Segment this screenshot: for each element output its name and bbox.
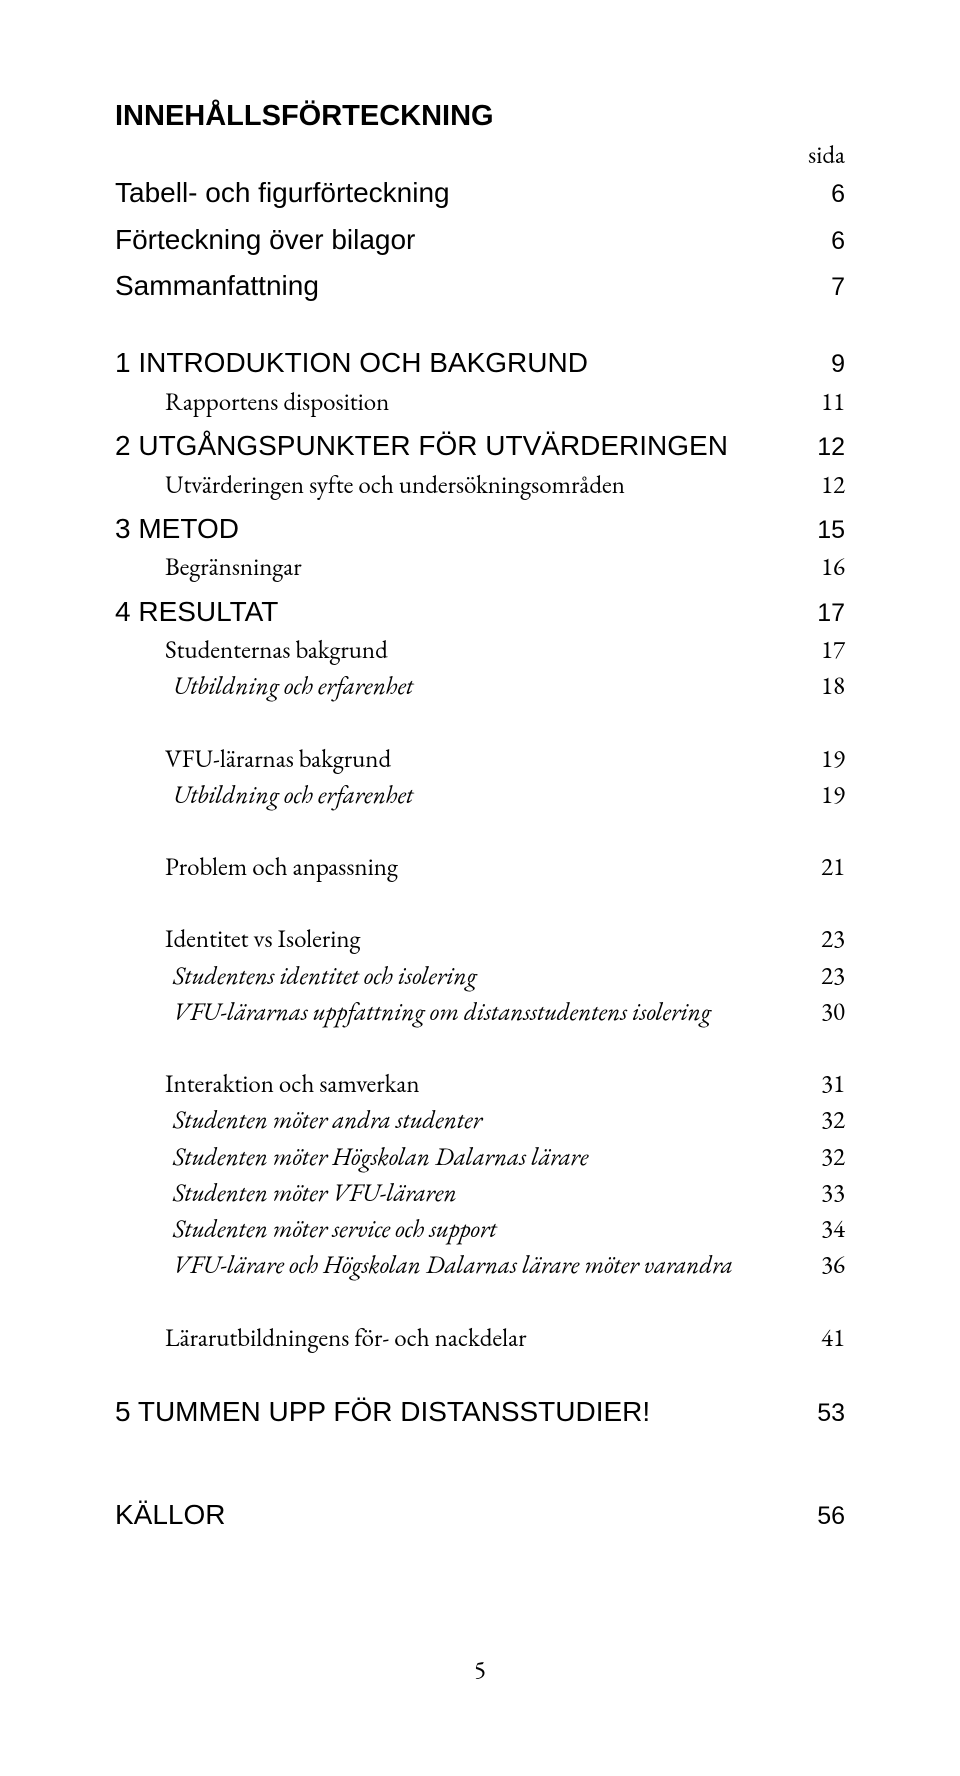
toc-page-num: 19: [795, 741, 845, 777]
toc-row: VFU-lärarnas bakgrund 19: [115, 741, 845, 777]
toc-label: Studenten möter service och support: [173, 1211, 795, 1247]
toc-row: Studenten möter Högskolan Dalarnas lärar…: [115, 1139, 845, 1175]
toc-page: INNEHÅLLSFÖRTECKNING sida Tabell- och fi…: [0, 0, 960, 1776]
toc-row: KÄLLOR 56: [115, 1495, 845, 1536]
toc-row: Studenten möter VFU-läraren 33: [115, 1175, 845, 1211]
toc-label: Utbildning och erfarenhet: [173, 668, 795, 704]
toc-page-num: 7: [795, 269, 845, 305]
toc-row: Studentens identitet och isolering 23: [115, 958, 845, 994]
toc-label: Studenten möter VFU-läraren: [173, 1175, 795, 1211]
toc-page-num: 15: [795, 512, 845, 548]
toc-row: 4 RESULTAT 17: [115, 592, 845, 633]
toc-page-num: 32: [795, 1139, 845, 1175]
toc-page-num: 34: [795, 1211, 845, 1247]
toc-page-num: 12: [795, 467, 845, 503]
toc-page-num: 41: [795, 1320, 845, 1356]
toc-page-num: 56: [795, 1498, 845, 1534]
toc-row: Studenternas bakgrund 17: [115, 632, 845, 668]
toc-row: 1 INTRODUKTION OCH BAKGRUND 9: [115, 343, 845, 384]
toc-row: Förteckning över bilagor 6: [115, 220, 845, 261]
toc-label: KÄLLOR: [115, 1495, 795, 1536]
toc-label: Problem och anpassning: [165, 849, 795, 885]
toc-row: 3 METOD 15: [115, 509, 845, 550]
toc-label: Förteckning över bilagor: [115, 220, 795, 261]
toc-row: Lärarutbildningens för- och nackdelar 41: [115, 1320, 845, 1356]
toc-label: 3 METOD: [115, 509, 795, 550]
toc-label: VFU-lärarnas uppfattning om distansstude…: [173, 994, 795, 1030]
toc-label: Begränsningar: [165, 549, 795, 585]
toc-page-num: 33: [795, 1175, 845, 1211]
toc-page-num: 9: [795, 346, 845, 382]
toc-row: Begränsningar 16: [115, 549, 845, 585]
toc-row: VFU-lärare och Högskolan Dalarnas lärare…: [115, 1247, 845, 1283]
toc-row: Tabell- och figurförteckning 6: [115, 173, 845, 214]
toc-label: Interaktion och samverkan: [165, 1066, 795, 1102]
toc-label: Tabell- och figurförteckning: [115, 173, 795, 214]
toc-page-num: 36: [795, 1247, 845, 1283]
toc-row: 5 TUMMEN UPP FÖR DISTANSSTUDIER! 53: [115, 1392, 845, 1433]
toc-page-num: 23: [795, 958, 845, 994]
toc-row: Utbildning och erfarenhet 19: [115, 777, 845, 813]
toc-page-num: 16: [795, 549, 845, 585]
toc-label: Studenternas bakgrund: [165, 632, 795, 668]
toc-label: 5 TUMMEN UPP FÖR DISTANSSTUDIER!: [115, 1392, 795, 1433]
toc-label: Utvärderingen syfte och undersökningsomr…: [165, 467, 795, 503]
toc-page-num: 18: [795, 668, 845, 704]
toc-page-num: 17: [795, 632, 845, 668]
toc-row: Identitet vs Isolering 23: [115, 921, 845, 957]
sida-row: sida: [115, 137, 845, 173]
toc-page-num: 53: [795, 1395, 845, 1431]
toc-label: VFU-lärarnas bakgrund: [165, 741, 795, 777]
toc-label: Rapportens disposition: [165, 384, 795, 420]
toc-page-num: 6: [795, 176, 845, 212]
toc-page-num: 32: [795, 1102, 845, 1138]
column-header-page: sida: [795, 137, 845, 173]
toc-row: VFU-lärarnas uppfattning om distansstude…: [115, 994, 845, 1030]
toc-label: Sammanfattning: [115, 266, 795, 307]
toc-page-num: 11: [795, 384, 845, 420]
toc-label: 2 UTGÅNGSPUNKTER FÖR UTVÄRDERINGEN: [115, 426, 795, 467]
toc-page-num: 12: [795, 429, 845, 465]
toc-label: 1 INTRODUKTION OCH BAKGRUND: [115, 343, 795, 384]
toc-label: Studentens identitet och isolering: [173, 958, 795, 994]
title-row: INNEHÅLLSFÖRTECKNING: [115, 95, 845, 137]
toc-row: Studenten möter andra studenter 32: [115, 1102, 845, 1138]
toc-page-num: 31: [795, 1066, 845, 1102]
toc-label: Identitet vs Isolering: [165, 921, 795, 957]
toc-page-num: 19: [795, 777, 845, 813]
page-title: INNEHÅLLSFÖRTECKNING: [115, 95, 795, 137]
page-number: 5: [0, 1654, 960, 1686]
toc-label: Utbildning och erfarenhet: [173, 777, 795, 813]
toc-page-num: 6: [795, 223, 845, 259]
toc-row: Utbildning och erfarenhet 18: [115, 668, 845, 704]
toc-label: Studenten möter andra studenter: [173, 1102, 795, 1138]
toc-row: Problem och anpassning 21: [115, 849, 845, 885]
toc-label: VFU-lärare och Högskolan Dalarnas lärare…: [173, 1247, 795, 1283]
toc-page-num: 23: [795, 921, 845, 957]
toc-row: Utvärderingen syfte och undersökningsomr…: [115, 467, 845, 503]
toc-page-num: 21: [795, 849, 845, 885]
toc-row: Interaktion och samverkan 31: [115, 1066, 845, 1102]
toc-row: Studenten möter service och support 34: [115, 1211, 845, 1247]
toc-label: Lärarutbildningens för- och nackdelar: [165, 1320, 795, 1356]
toc-label: 4 RESULTAT: [115, 592, 795, 633]
toc-row: Sammanfattning 7: [115, 266, 845, 307]
toc-page-num: 17: [795, 595, 845, 631]
toc-page-num: 30: [795, 994, 845, 1030]
toc-row: 2 UTGÅNGSPUNKTER FÖR UTVÄRDERINGEN 12: [115, 426, 845, 467]
toc-label: Studenten möter Högskolan Dalarnas lärar…: [173, 1139, 795, 1175]
toc-row: Rapportens disposition 11: [115, 384, 845, 420]
